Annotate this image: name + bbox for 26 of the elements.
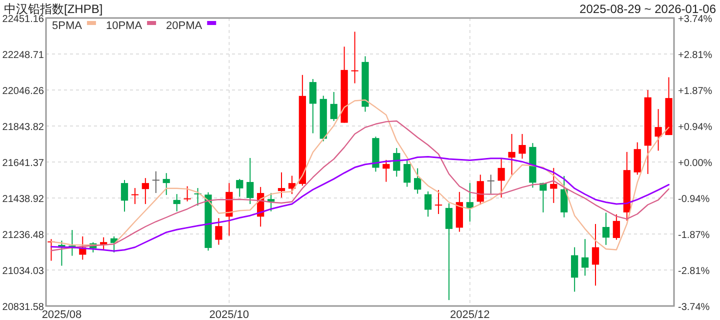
y-tick-label: 22248.71 xyxy=(2,50,44,61)
chart-title: 中汉铅指数[ZHPB] xyxy=(4,2,103,16)
y2-tick-label: +1.87% xyxy=(678,86,712,97)
y2-tick-label: +0.94% xyxy=(678,122,712,133)
y2-tick-label: -3.74% xyxy=(678,302,710,313)
y2-tick-label: +3.74% xyxy=(678,14,712,25)
y-tick-label: 21438.92 xyxy=(2,194,44,205)
y2-tick-label: +0.00% xyxy=(678,158,712,169)
y-tick-label: 21843.82 xyxy=(2,122,44,133)
y-tick-label: 21236.48 xyxy=(2,230,44,241)
x-tick-label: 2025/10 xyxy=(209,309,250,320)
x-tick-label: 2025/12 xyxy=(450,309,490,320)
y2-tick-label: +2.81% xyxy=(678,50,712,61)
y2-tick-label: -2.81% xyxy=(678,266,710,278)
legend-label: 5PMA xyxy=(52,20,83,32)
legend-label: 10PMA xyxy=(106,20,143,32)
y-tick-label: 21034.03 xyxy=(2,266,44,277)
y-tick-label: 20831.58 xyxy=(2,302,44,313)
y-tick-label: 21641.37 xyxy=(2,158,44,169)
y2-tick-label: -0.94% xyxy=(678,194,710,206)
y2-tick-label: -1.87% xyxy=(678,230,710,241)
x-tick-label: 2025/08 xyxy=(42,309,82,320)
y-tick-label: 22451.16 xyxy=(2,14,44,25)
legend-label: 20PMA xyxy=(166,20,203,32)
y-tick-label: 22046.26 xyxy=(2,86,44,97)
chart-subtitle: 2025-08-29 ~ 2026-01-06 xyxy=(580,2,716,16)
